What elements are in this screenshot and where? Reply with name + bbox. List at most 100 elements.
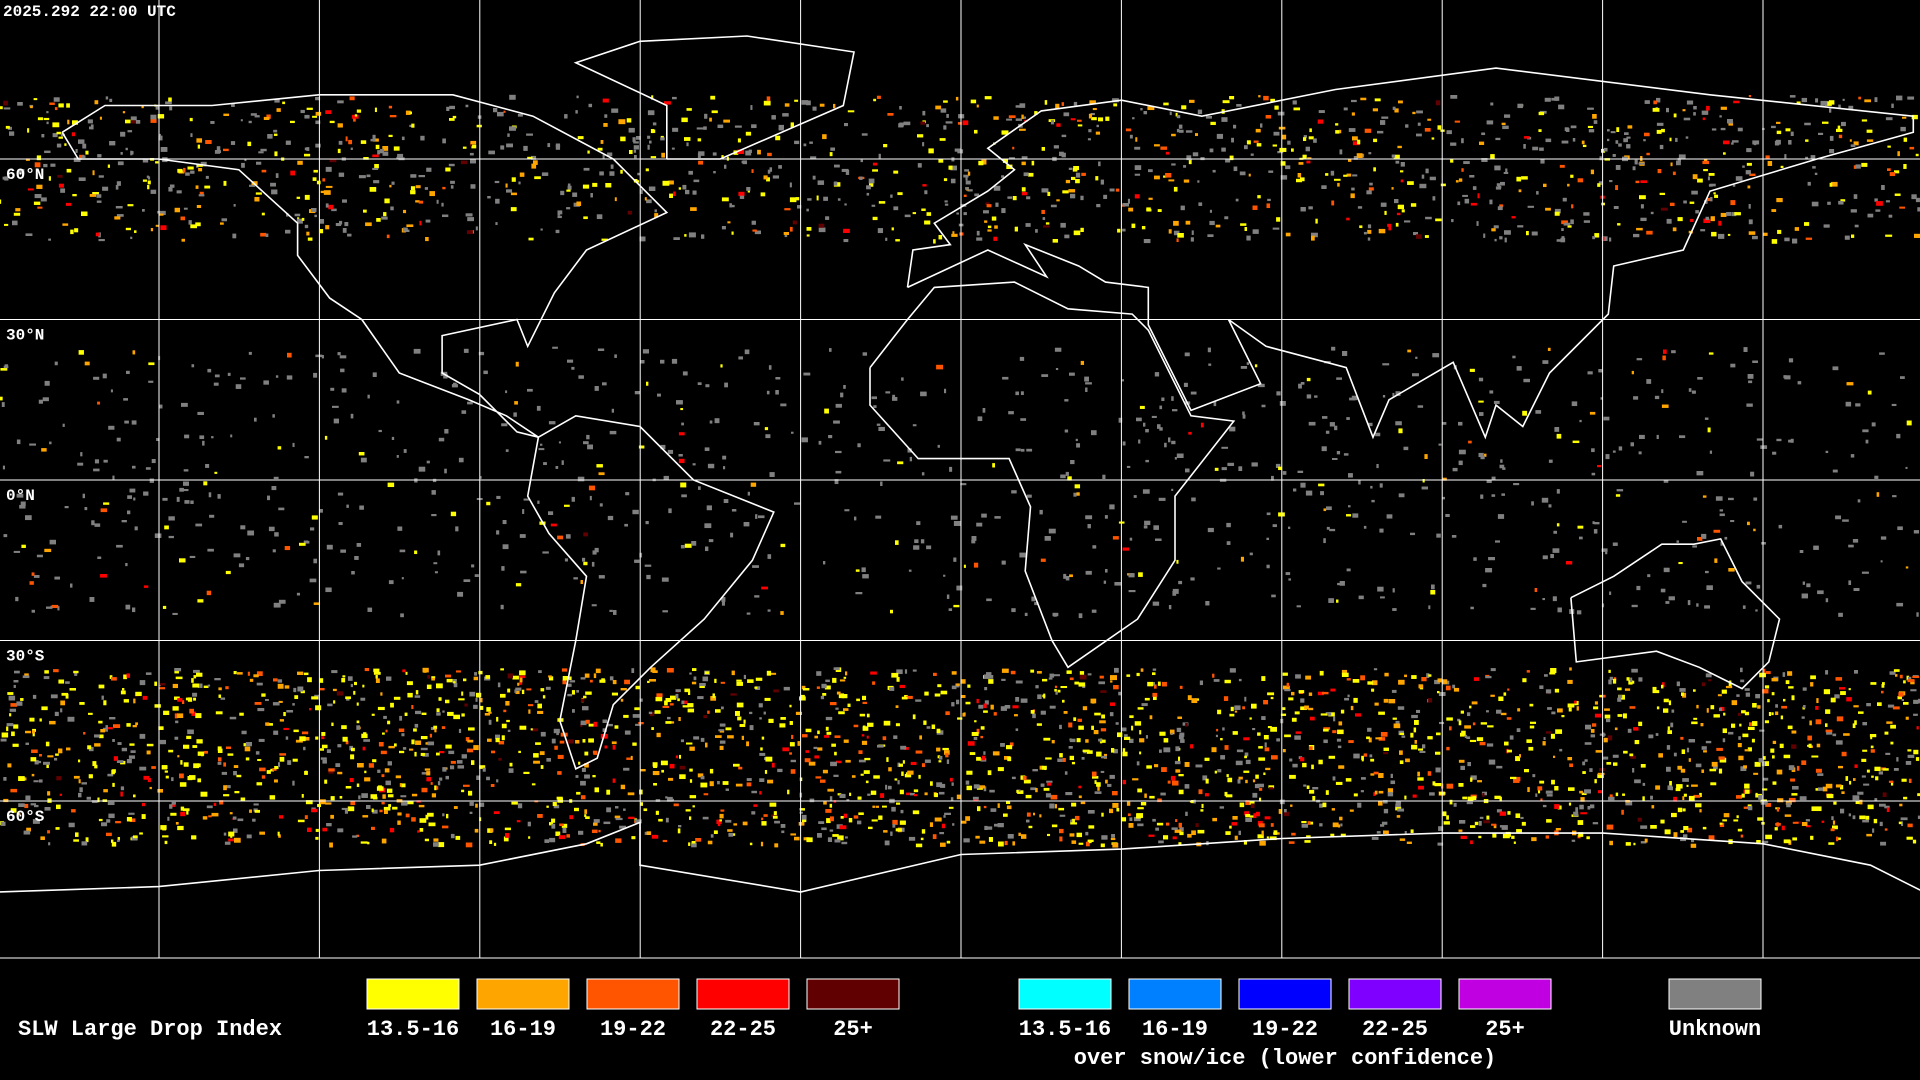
cloud-pixel	[94, 764, 98, 769]
cloud-pixel	[1301, 823, 1309, 828]
cloud-pixel	[1126, 801, 1131, 806]
cloud-pixel	[992, 751, 1000, 756]
cloud-pixel	[1036, 671, 1042, 674]
cloud-pixel	[379, 148, 384, 154]
cloud-pixel	[965, 176, 968, 181]
cloud-pixel	[536, 405, 541, 411]
cloud-pixel	[853, 815, 859, 819]
cloud-pixel	[1318, 483, 1325, 487]
cloud-pixel	[1100, 179, 1105, 185]
cloud-pixel	[1913, 699, 1919, 704]
cloud-pixel	[1273, 131, 1280, 136]
cloud-pixel	[1048, 677, 1053, 680]
cloud-pixel	[1788, 358, 1794, 363]
cloud-pixel	[713, 830, 718, 834]
cloud-pixel	[1065, 179, 1071, 184]
cloud-pixel	[1804, 122, 1811, 126]
cloud-pixel	[1663, 479, 1669, 483]
cloud-pixel	[78, 779, 81, 784]
cloud-pixel	[1567, 679, 1573, 684]
cloud-pixel	[503, 709, 507, 713]
cloud-pixel	[758, 703, 763, 708]
cloud-pixel	[1171, 133, 1176, 137]
cloud-pixel	[1495, 540, 1500, 543]
cloud-pixel	[1295, 731, 1302, 734]
cloud-pixel	[442, 825, 449, 829]
cloud-pixel	[1466, 801, 1473, 805]
cloud-pixel	[809, 141, 813, 144]
cloud-pixel	[1340, 833, 1346, 837]
cloud-pixel	[410, 190, 416, 195]
cloud-pixel	[1490, 154, 1495, 159]
cloud-pixel	[1288, 697, 1294, 701]
cloud-pixel	[1146, 765, 1152, 769]
cloud-pixel	[260, 148, 267, 152]
cloud-pixel	[1175, 769, 1181, 773]
cloud-pixel	[1368, 422, 1373, 427]
cloud-pixel	[773, 689, 779, 693]
cloud-pixel	[556, 731, 559, 736]
cloud-pixel	[1251, 462, 1258, 467]
cloud-pixel	[1227, 777, 1233, 783]
cloud-pixel	[1404, 795, 1407, 800]
cloud-pixel	[1627, 728, 1632, 733]
cloud-pixel	[1567, 183, 1570, 187]
legend-label: 16-19	[1142, 1017, 1208, 1042]
cloud-pixel	[131, 836, 138, 841]
cloud-pixel	[541, 172, 549, 176]
cloud-pixel	[1638, 162, 1645, 165]
cloud-pixel	[731, 833, 736, 836]
cloud-pixel	[115, 206, 123, 209]
cloud-pixel	[539, 751, 545, 756]
cloud-pixel	[1903, 796, 1908, 800]
cloud-pixel	[1491, 476, 1496, 480]
cloud-pixel	[99, 116, 102, 120]
cloud-pixel	[1178, 789, 1184, 795]
cloud-pixel	[1663, 567, 1670, 573]
cloud-pixel	[967, 171, 971, 176]
cloud-pixel	[1885, 200, 1890, 203]
cloud-pixel	[312, 177, 317, 181]
cloud-pixel	[425, 237, 429, 242]
cloud-pixel	[1572, 440, 1580, 444]
cloud-pixel	[829, 803, 833, 808]
cloud-pixel	[1880, 841, 1887, 846]
cloud-pixel	[134, 526, 138, 531]
cloud-pixel	[775, 377, 781, 380]
cloud-pixel	[503, 110, 506, 113]
cloud-pixel	[80, 452, 83, 457]
cloud-pixel	[1450, 95, 1458, 99]
cloud-pixel	[1105, 116, 1110, 121]
cloud-pixel	[1747, 806, 1753, 811]
cloud-pixel	[946, 114, 949, 118]
cloud-pixel	[1481, 158, 1488, 163]
cloud-pixel	[1849, 780, 1852, 785]
cloud-pixel	[399, 750, 405, 754]
cloud-pixel	[1006, 164, 1013, 170]
cloud-pixel	[1163, 175, 1167, 178]
cloud-pixel	[794, 836, 800, 841]
cloud-pixel	[342, 199, 347, 203]
cloud-pixel	[1691, 721, 1698, 725]
cloud-pixel	[1000, 706, 1007, 711]
cloud-pixel	[745, 150, 752, 156]
cloud-pixel	[547, 143, 551, 148]
cloud-pixel	[1650, 795, 1653, 800]
cloud-pixel	[1850, 454, 1855, 458]
cloud-pixel	[824, 408, 829, 414]
cloud-pixel	[907, 770, 914, 775]
cloud-pixel	[1913, 530, 1920, 534]
cloud-pixel	[142, 695, 148, 700]
cloud-pixel	[1642, 796, 1645, 802]
cloud-pixel	[1249, 815, 1255, 818]
cloud-pixel	[1092, 545, 1097, 549]
cloud-pixel	[1487, 725, 1494, 728]
cloud-pixel	[285, 736, 289, 740]
cloud-pixel	[1360, 675, 1365, 681]
cloud-pixel	[1853, 194, 1858, 199]
cloud-pixel	[1301, 821, 1307, 824]
cloud-pixel	[1587, 371, 1593, 375]
cloud-pixel	[899, 820, 906, 825]
cloud-pixel	[1633, 842, 1636, 846]
cloud-pixel	[841, 694, 848, 699]
